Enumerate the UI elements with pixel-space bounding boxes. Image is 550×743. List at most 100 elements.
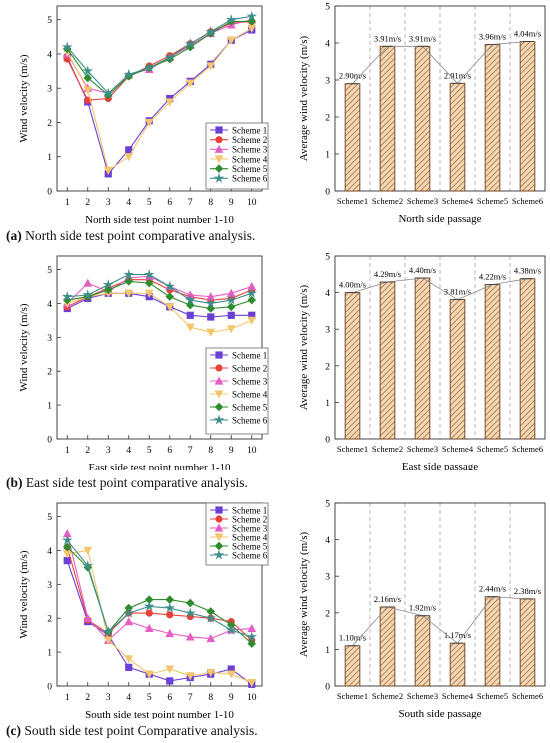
c-line-xtick-label: 10 xyxy=(247,693,257,703)
c-bar-category-label: Scheme1 xyxy=(337,691,368,701)
a-line-ytick-label: 4 xyxy=(47,50,52,60)
c-line-series-line-3 xyxy=(66,533,252,642)
c-line-legend-marker xyxy=(214,533,224,542)
a-line-series-line-3 xyxy=(66,19,252,95)
caption-c-text: South side test point Comparative analys… xyxy=(20,723,258,738)
b-line-series-line-3 xyxy=(66,275,252,304)
a-bar-category-label: Scheme2 xyxy=(372,196,403,206)
b-bar-data-label: 4.00m/s xyxy=(339,280,366,290)
c-bar-ytick-label: 2 xyxy=(325,609,330,619)
c-line-series-line-4 xyxy=(67,549,253,684)
b-line-legend-entry: Scheme 2 xyxy=(232,363,267,373)
b-bar-trend-line xyxy=(352,277,528,301)
c-line-ytick-label: 2 xyxy=(47,615,52,625)
a-line-series-5-point xyxy=(83,73,93,83)
a-bar-x-axis-label: North side passage xyxy=(398,213,481,225)
caption-a: (a) North side test point comparative an… xyxy=(6,228,255,244)
b-line-series-4-point xyxy=(226,325,236,334)
b-line-legend-marker xyxy=(213,414,225,425)
c-line-series-6-point xyxy=(102,626,114,637)
a-line-ytick-label: 1 xyxy=(47,153,52,163)
b-line-series-5-point xyxy=(247,295,257,305)
c-bar-category-label: Scheme6 xyxy=(512,691,543,701)
c-line-xtick-label: 7 xyxy=(188,693,193,703)
b-bar-plot-frame xyxy=(334,255,546,440)
b-line-series-line-4 xyxy=(67,292,253,333)
b-line-series-6-point xyxy=(123,268,135,280)
b-line-series-4-point xyxy=(165,303,175,312)
b-bar-x-axis-label: East side passage xyxy=(402,461,478,470)
b-bar-data-label: 4.29m/s xyxy=(374,269,401,279)
c-bar-ytick-label: 0 xyxy=(325,683,330,693)
a-line-x-axis-label: North side test point number 1-10 xyxy=(85,214,234,225)
b-line-series-1-point xyxy=(227,311,235,319)
c-line-series-3-point xyxy=(124,617,134,626)
a-line-xtick-label: 9 xyxy=(229,198,234,208)
b-bar-bar-Scheme6 xyxy=(519,278,536,440)
a-line-series-4-point xyxy=(206,62,216,71)
b-line-legend-entry: Scheme 5 xyxy=(232,402,268,412)
a-bar-data-label: 3.91m/s xyxy=(409,33,436,43)
a-line-legend-marker xyxy=(215,136,223,144)
c-line-ytick-label: 3 xyxy=(47,581,52,591)
a-line-series-5-point xyxy=(247,17,257,26)
c-line-y-axis-label: Wind velocity (m/s) xyxy=(18,550,30,638)
b-line-series-4-point xyxy=(124,289,134,298)
c-line-ytick-label: 4 xyxy=(47,547,52,557)
b-bar-category-label: Scheme6 xyxy=(512,444,543,454)
a-bar-data-label: 4.04m/s xyxy=(514,29,541,39)
caption-c-label: (c) xyxy=(6,723,21,738)
c-line-series-4-point xyxy=(226,670,236,679)
b-line-series-6-point xyxy=(225,294,237,305)
b-bar-ytick-label: 4 xyxy=(325,289,330,299)
c-line-ytick-label: 0 xyxy=(47,683,52,693)
a-line-legend-marker xyxy=(213,172,225,183)
b-line-series-6-point xyxy=(61,290,73,302)
a-line-legend-entry: Scheme 6 xyxy=(232,174,268,184)
c-line-series-6-point xyxy=(225,624,237,635)
b-line-legend-marker xyxy=(214,376,224,385)
a-bar-bar-Scheme3 xyxy=(414,45,431,192)
b-bar-ytick-label: 5 xyxy=(325,253,330,263)
a-line-series-4-point xyxy=(185,79,195,88)
b-line-xtick-label: 2 xyxy=(85,446,90,456)
c-line-series-3-point xyxy=(165,628,175,638)
b-line-xtick-label: 7 xyxy=(188,446,193,456)
b-line-series-1-point xyxy=(186,311,194,319)
a-bar-ytick-label: 5 xyxy=(325,3,330,13)
a-bar-bar-Scheme4 xyxy=(449,82,466,192)
c-line-series-4-point xyxy=(206,668,216,677)
a-bar-data-label: 2.90m/s xyxy=(339,71,366,81)
c-bar-category-label: Scheme4 xyxy=(442,691,474,701)
b-line-plot-frame xyxy=(56,255,263,440)
a-bar-ytick-label: 4 xyxy=(325,40,330,50)
c-line-series-6-point xyxy=(123,607,135,618)
a-line-xtick-label: 8 xyxy=(208,198,213,208)
a-line-series-6-point xyxy=(246,10,258,21)
a-line-xtick-label: 2 xyxy=(85,198,90,208)
b-bar-data-label: 4.38m/s xyxy=(514,266,541,276)
c-line-ytick-label: 5 xyxy=(47,513,52,523)
b-line-series-5-point xyxy=(165,292,175,301)
b-line-series-line-5 xyxy=(67,280,252,310)
a-line-series-1-point xyxy=(125,146,133,154)
caption-b-label: (b) xyxy=(6,475,23,490)
a-line-ytick-label: 5 xyxy=(47,16,52,26)
c-line-series-6-point xyxy=(184,607,196,618)
b-line-series-6-point xyxy=(246,287,258,298)
b-bar-category-label: Scheme4 xyxy=(442,444,474,454)
a-line-series-4-point xyxy=(226,36,236,45)
b-line-series-5-point xyxy=(226,302,236,312)
c-line-series-2-point xyxy=(145,609,153,617)
a-line-series-4-point xyxy=(103,166,113,175)
a-bar-data-label: 3.96m/s xyxy=(479,31,506,41)
c-bar-x-axis-label: South side passage xyxy=(398,708,481,719)
a-line-ytick-label: 3 xyxy=(47,85,52,95)
a-bar-data-label: 3.91m/s xyxy=(374,33,401,43)
c-bar-data-label: 2.16m/s xyxy=(374,594,401,604)
c-line-xtick-label: 5 xyxy=(147,693,152,703)
a-line-plot-frame xyxy=(56,5,263,192)
a-line-legend-entry: Scheme 2 xyxy=(232,135,267,145)
c-bar-data-label: 1.10m/s xyxy=(339,633,366,643)
